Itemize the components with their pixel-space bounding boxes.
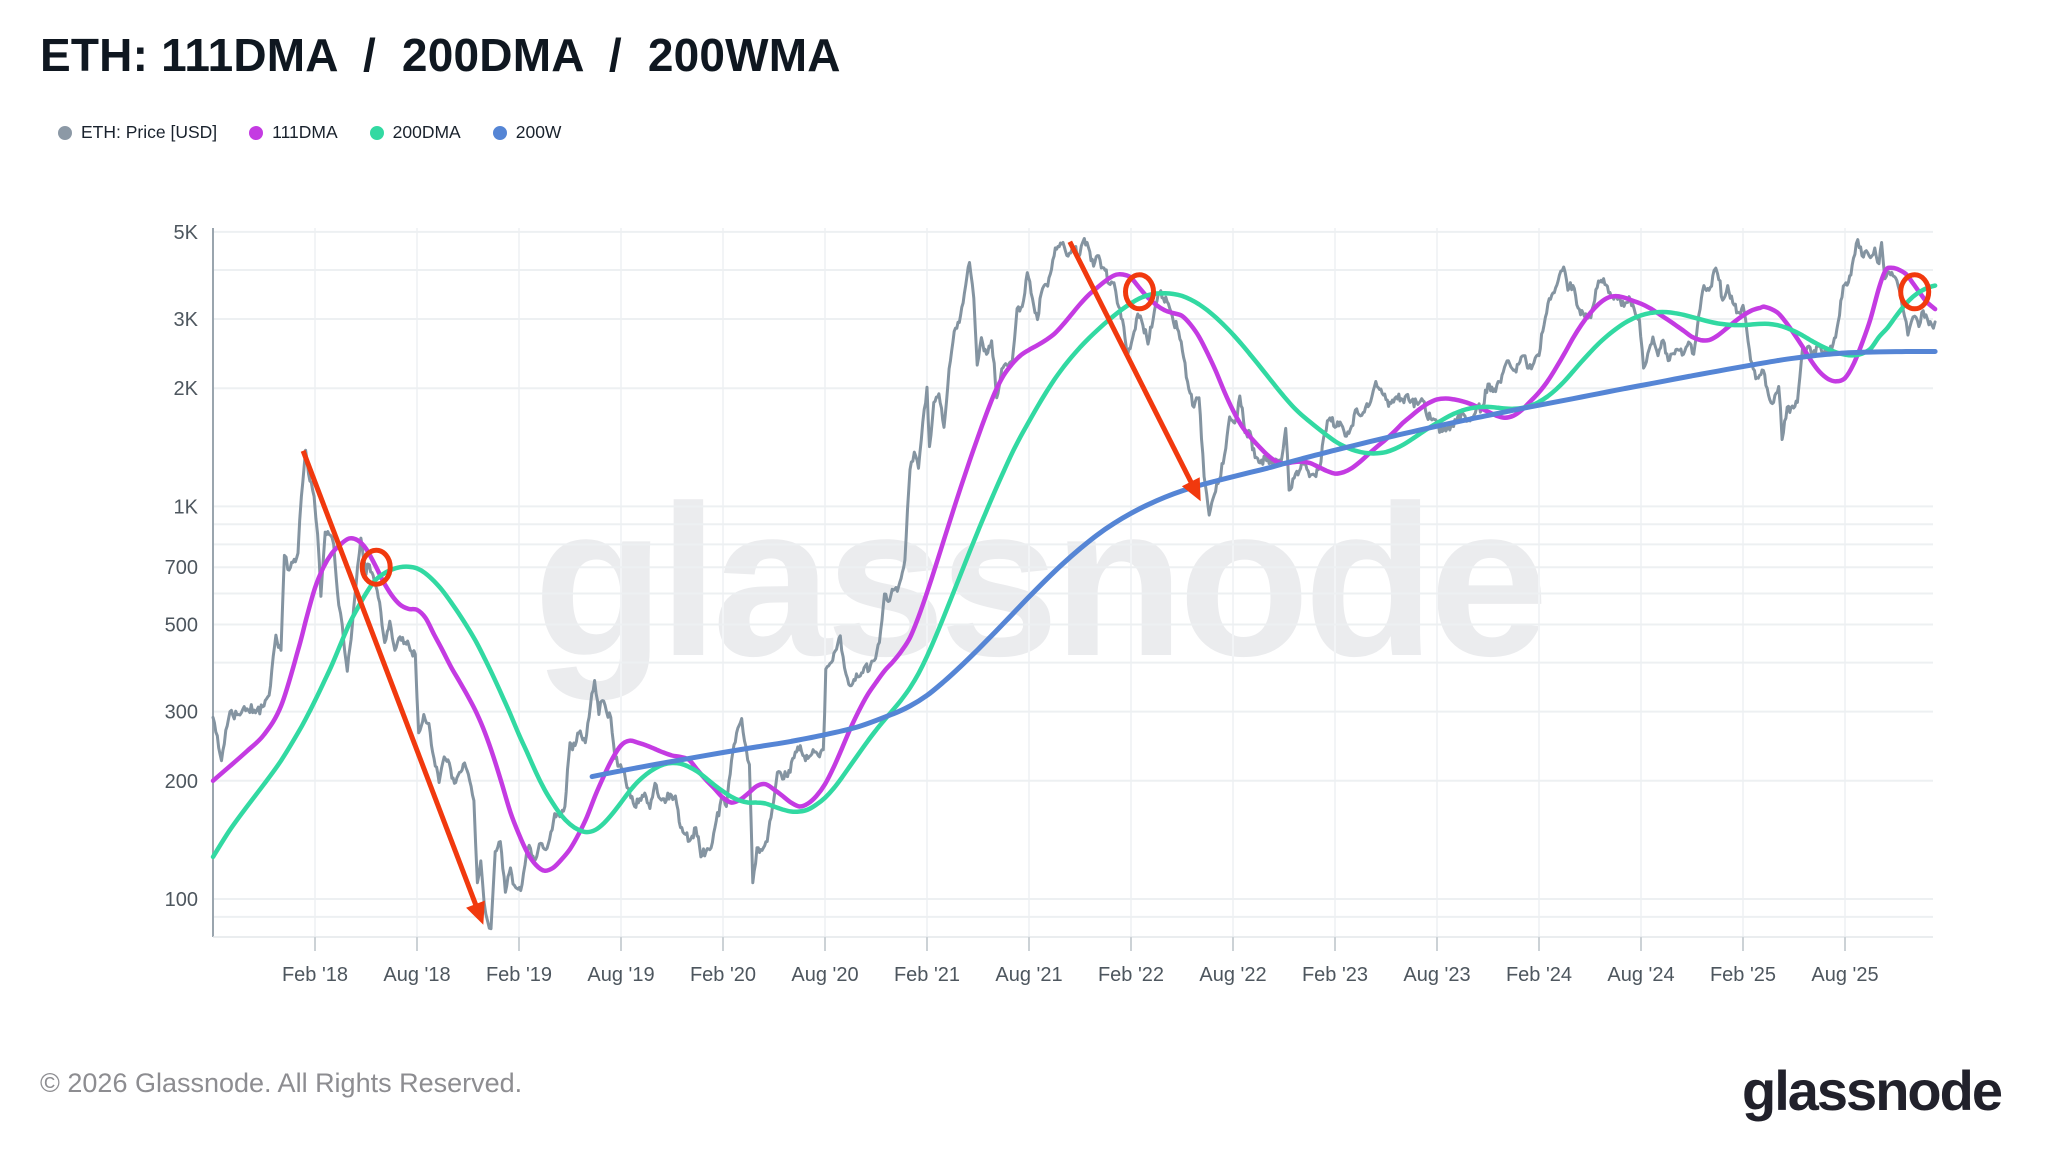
annotation-circle: [1898, 272, 1932, 312]
legend-item-w-200[interactable]: 200W: [492, 122, 562, 143]
legend-label: ETH: Price [USD]: [81, 122, 218, 142]
y-axis-label: 200: [165, 771, 198, 793]
annotation-arrowhead-icon: [466, 900, 485, 925]
legend-label: 111DMA: [272, 122, 338, 142]
y-axis-label: 3K: [174, 309, 199, 331]
legend-item-dma-200[interactable]: 200DMA: [369, 122, 461, 143]
x-axis-label: Feb '25: [1710, 964, 1776, 986]
x-axis-label: Aug '22: [1199, 964, 1266, 986]
x-axis-label: Feb '19: [486, 964, 552, 986]
legend-dot-icon: [58, 125, 72, 140]
x-axis-label: Feb '24: [1506, 964, 1572, 986]
series-line-w-200[interactable]: [589, 349, 1938, 780]
x-axis-label: Aug '24: [1607, 964, 1674, 986]
legend: ETH: Price [USD] 111DMA 200DMA 200W: [58, 122, 561, 143]
annotation-arrow-line: [300, 449, 480, 911]
x-axis-label: Aug '19: [587, 964, 654, 986]
x-axis-label: Aug '21: [995, 964, 1062, 986]
x-axis-label: Aug '23: [1403, 964, 1470, 986]
copyright-text: © 2026 Glassnode. All Rights Reserved.: [40, 1068, 523, 1098]
legend-dot-icon: [492, 125, 507, 140]
legend-dot-icon: [369, 125, 384, 140]
page-title: ETH: 111DMA / 200DMA / 200WMA: [40, 29, 841, 81]
legend-dot-icon: [249, 125, 264, 140]
watermark: glassnode: [533, 460, 1542, 701]
x-axis-label: Feb '22: [1098, 964, 1164, 986]
annotation-circle: [359, 547, 393, 587]
y-axis-label: 2K: [174, 378, 199, 400]
annotation-arrow-line: [1067, 240, 1196, 489]
y-axis-label: 500: [165, 615, 198, 637]
y-axis-label: 300: [165, 702, 198, 724]
x-axis-label: Aug '25: [1811, 964, 1878, 986]
annotation-circle: [1123, 272, 1156, 312]
y-axis-label: 1K: [174, 496, 199, 518]
legend-label: 200DMA: [392, 122, 461, 142]
legend-item-dma-111[interactable]: 111DMA: [249, 122, 338, 143]
x-axis-label: Feb '18: [282, 964, 348, 986]
series-line-dma-111[interactable]: [210, 265, 1938, 874]
x-axis-label: Aug '18: [383, 964, 450, 986]
x-axis-label: Feb '23: [1302, 964, 1368, 986]
series-line-dma-200[interactable]: [210, 283, 1938, 860]
y-axis-label: 5K: [174, 222, 199, 244]
glassnode-logo: glassnode: [1742, 1059, 2003, 1122]
x-axis-label: Aug '20: [791, 964, 858, 986]
x-axis-label: Feb '21: [894, 964, 960, 986]
x-axis-label: Feb '20: [690, 964, 756, 986]
legend-item-eth-price[interactable]: ETH: Price [USD]: [58, 122, 217, 143]
annotation-arrowhead-icon: [1181, 477, 1201, 502]
y-axis-label: 700: [165, 557, 198, 579]
legend-label: 200W: [515, 122, 562, 142]
y-axis-label: 100: [165, 889, 198, 911]
series-line-eth-price[interactable]: [211, 237, 1937, 931]
